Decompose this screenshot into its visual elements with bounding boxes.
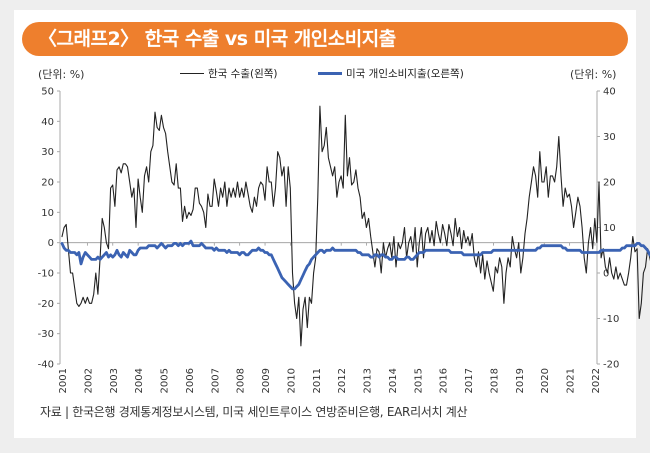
x-tick-label: 2019 [515,368,526,393]
left-axis: 50 40 30 20 10 0 -10 -20 -30 -40 [38,87,61,371]
left-tick-label: 10 [41,208,54,219]
left-axis-unit: (단위: %) [38,68,85,81]
x-tick-label: 2009 [261,368,272,393]
x-tick-label: 2013 [363,368,374,393]
left-tick-label: 20 [41,178,54,189]
x-tick-label: 2003 [109,368,120,393]
left-tick-label: -40 [38,360,54,371]
right-axis-unit: (단위: %) [570,68,617,81]
legend-item-us-pce: 미국 개인소비지출(오른쪽) [318,66,464,81]
source-note: 자료 | 한국은행 경제통계정보시스템, 미국 세인트루이스 연방준비은행, E… [40,405,468,419]
right-tick-label: 40 [603,87,616,98]
left-tick-label: 0 [48,238,54,249]
x-tick-label: 2022 [591,368,602,393]
left-tick-label: -10 [38,269,54,280]
x-tick-label: 2014 [388,368,399,393]
series-line-us-pce [60,239,650,291]
legend-line-swatch-blue [318,72,342,75]
right-tick-label: -20 [603,360,619,371]
x-axis: 2001 2002 2003 2004 2005 2006 2007 2008 2009 2010… [58,368,602,393]
x-tick-label: 2016 [439,368,450,393]
x-tick-label: 2008 [236,368,247,393]
legend-line-swatch-black [180,72,204,75]
right-tick-label: 20 [603,178,616,189]
series-group [60,105,650,347]
legend-label: 한국 수출(왼쪽) [208,68,278,80]
x-tick-label: 2020 [540,368,551,393]
left-tick-label: 50 [41,87,54,98]
left-tick-label: -30 [38,329,54,340]
x-tick-label: 2006 [185,368,196,393]
legend-label: 미국 개인소비지출(오른쪽) [346,68,464,80]
x-tick-label: 2010 [286,368,297,393]
chart-title: 〈그래프2〉 한국 수출 vs 미국 개인소비지출 [22,22,628,56]
chart-card [14,10,636,438]
x-tick-label: 2002 [83,368,94,393]
legend-item-korea-exports: 한국 수출(왼쪽) [180,66,278,81]
x-tick-label: 2004 [134,368,145,393]
series-line-korea-exports [61,105,650,347]
x-tick-label: 2001 [58,368,69,393]
right-tick-label: 0 [603,269,609,280]
right-tick-label: 30 [603,132,616,143]
x-tick-label: 2011 [312,368,323,393]
x-tick-label: 2021 [566,368,577,393]
left-tick-label: -20 [38,299,54,310]
x-tick-label: 2007 [210,368,221,393]
x-tick-label: 2012 [337,368,348,393]
x-tick-label: 2005 [160,368,171,393]
right-tick-label: 10 [603,223,616,234]
right-tick-label: -10 [603,314,619,325]
zero-line-group [61,242,596,246]
x-tick-label: 2017 [464,368,475,393]
x-tick-label: 2015 [413,368,424,393]
left-tick-label: 30 [41,147,54,158]
left-tick-label: 40 [41,117,54,128]
x-tick-label: 2018 [489,368,500,393]
